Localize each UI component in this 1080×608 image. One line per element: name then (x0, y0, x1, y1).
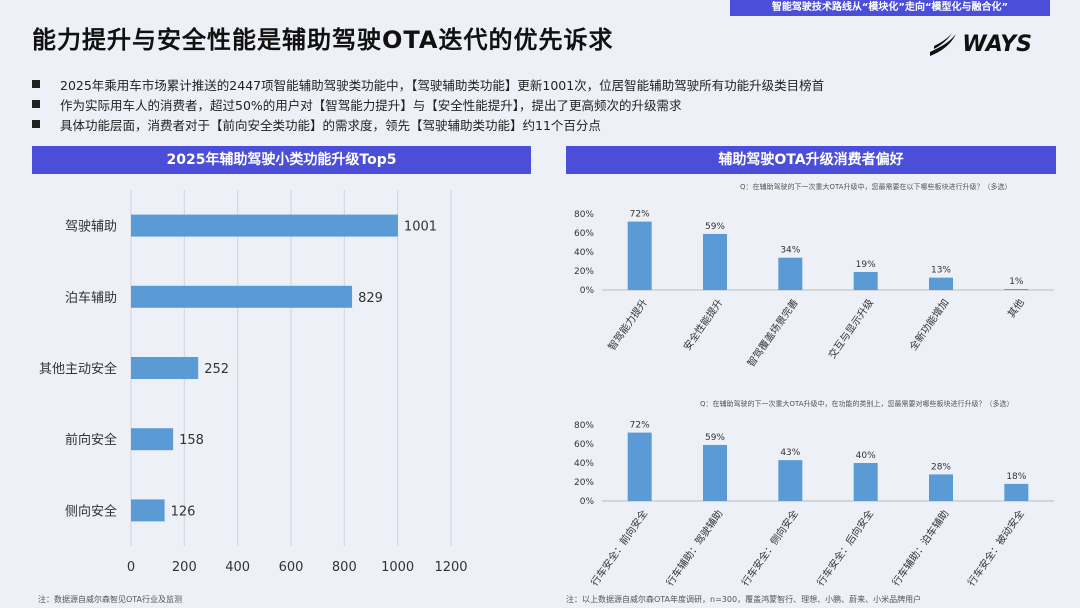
bar-2 (703, 444, 727, 501)
y-tick-label: 20% (574, 267, 594, 277)
logo: WAYS (926, 30, 1032, 58)
left-section-header: 2025年辅助驾驶小类功能升级Top5 (32, 146, 531, 174)
bar-3 (778, 460, 803, 501)
category-label: 驾驶辅助 (65, 220, 117, 235)
page-title: 能力提升与安全性能是辅助驾驶OTA迭代的优先诉求 (32, 26, 614, 54)
x-tick-label: 600 (279, 560, 304, 575)
category-label: 智驾能力提升 (605, 296, 650, 353)
category-label: 行车辅助：驾驶辅助 (663, 507, 725, 588)
x-tick-label: 200 (172, 560, 197, 575)
top-right-bar-chart: 0% 20% 40% 60% 80% 72% 智驾能力提升 59% 安全性能提升 34% 智驾覆盖场… (574, 210, 1054, 369)
bar-3 (131, 357, 199, 379)
value-label: 1% (1009, 277, 1024, 287)
bar-6 (1004, 483, 1029, 501)
bar-4 (131, 428, 174, 451)
bullet-text: 作为实际用车人的消费者，超过50%的用户对【智驾能力提升】与【安全性能提升】，提… (60, 97, 682, 113)
category-label: 泊车辅助 (65, 290, 117, 306)
y-tick-label: 60% (574, 229, 594, 239)
value-label: 43% (780, 448, 800, 458)
value-label: 28% (931, 462, 951, 472)
y-tick-label: 40% (574, 248, 594, 258)
y-tick-label: 80% (574, 210, 594, 220)
category-label: 交互与显示升级 (825, 296, 876, 361)
bar-2 (703, 233, 727, 290)
bullet-text: 具体功能层面，消费者对于【前向安全类功能】的需求度，领先【驾驶辅助类功能】约11… (60, 117, 601, 133)
bar-4 (853, 463, 878, 501)
y-tick-label: 40% (574, 459, 594, 469)
y-tick-label: 0% (580, 497, 595, 507)
value-label: 40% (856, 451, 876, 461)
y-tick-label: 20% (574, 478, 594, 488)
top-chart-question: Q：在辅助驾驶的下一次重大OTA升级中，您最需要在以下哪些板块进行升级？（多选） (740, 183, 1012, 191)
value-label: 34% (780, 246, 800, 256)
bar-6 (1004, 289, 1029, 290)
x-tick-label: 1200 (434, 560, 467, 575)
category-label: 行车安全：前向安全 (588, 507, 650, 588)
value-label: 1001 (404, 220, 437, 235)
bullet-marker (32, 100, 40, 108)
bar-5 (929, 277, 953, 290)
value-label: 19% (856, 260, 876, 270)
value-label: 13% (931, 266, 951, 276)
bar-5 (131, 499, 165, 522)
y-tick-label: 0% (580, 286, 595, 296)
bar-4 (853, 271, 878, 290)
value-label: 252 (204, 362, 229, 377)
bullet-item: 2025年乘用车市场累计推送的2447项智能辅助驾驶类功能中，【驾驶辅助类功能】… (32, 74, 1052, 94)
bullet-marker (32, 80, 40, 88)
category-label: 安全性能提升 (680, 296, 725, 353)
left-bar-chart: 0 200 400 600 800 1000 1200 驾驶辅助 1001 泊车辅助 829 其他主动… (39, 190, 468, 575)
bullet-marker (32, 120, 40, 128)
category-label: 侧向安全 (65, 503, 117, 519)
y-tick-label: 80% (574, 421, 594, 431)
bullet-item: 作为实际用车人的消费者，超过50%的用户对【智驾能力提升】与【安全性能提升】，提… (32, 94, 1052, 114)
logo-text: WAYS (962, 31, 1032, 57)
x-tick-label: 0 (127, 560, 135, 575)
ways-logo-icon (930, 33, 957, 56)
value-label: 72% (630, 421, 650, 431)
bar-5 (929, 474, 953, 501)
bottom-right-bar-chart: 0% 20% 40% 60% 80% 72% 行车安全：前向安全 59% 行车辅助：驾驶辅助 43… (574, 421, 1054, 588)
bullet-text: 2025年乘用车市场累计推送的2447项智能辅助驾驶类功能中，【驾驶辅助类功能】… (60, 77, 825, 93)
bar-1 (627, 221, 652, 290)
top-banner: 智能驾驶技术路线从“模块化”走向“模型化与融合化” (730, 0, 1050, 16)
value-label: 829 (358, 291, 383, 306)
category-label: 行车安全：侧向安全 (739, 507, 801, 588)
left-footnote: 注：数据源自威尔森智见OTA行业及监测 (38, 595, 183, 604)
bullet-item: 具体功能层面，消费者对于【前向安全类功能】的需求度，领先【驾驶辅助类功能】约11… (32, 114, 1052, 134)
value-label: 18% (1006, 472, 1026, 482)
bullet-list: 2025年乘用车市场累计推送的2447项智能辅助驾驶类功能中，【驾驶辅助类功能】… (32, 74, 1052, 134)
bar-3 (778, 257, 803, 290)
category-label: 智驾覆盖场景完善 (744, 296, 801, 369)
bar-2 (131, 285, 353, 308)
category-label: 行车辅助：泊车辅助 (889, 507, 951, 588)
right-section-header: 辅助驾驶OTA升级消费者偏好 (566, 146, 1056, 174)
category-label: 前向安全 (65, 432, 117, 448)
x-tick-label: 400 (225, 560, 250, 575)
bottom-chart-question: Q：在辅助驾驶的下一次重大OTA升级中，在功能的类别上，您最需要对哪些板块进行升… (700, 400, 1014, 408)
bar-1 (627, 432, 652, 501)
category-label: 行车安全：后向安全 (814, 507, 876, 588)
category-label: 其他主动安全 (39, 361, 117, 377)
value-label: 59% (705, 222, 725, 232)
x-tick-label: 800 (332, 560, 357, 575)
category-label: 全新功能增加 (906, 296, 951, 353)
category-label: 行车安全：被动安全 (965, 507, 1027, 588)
category-label: 其他 (1005, 296, 1027, 320)
x-tick-label: 1000 (381, 560, 414, 575)
value-label: 72% (630, 210, 650, 220)
value-label: 126 (171, 504, 196, 519)
y-tick-label: 60% (574, 440, 594, 450)
right-footnote: 注：以上数据源自威尔森OTA年度调研，n=300，覆盖鸿蒙智行、理想、小鹏、蔚来… (566, 595, 922, 604)
bar-1 (131, 214, 398, 237)
value-label: 59% (705, 433, 725, 443)
value-label: 158 (179, 433, 204, 448)
